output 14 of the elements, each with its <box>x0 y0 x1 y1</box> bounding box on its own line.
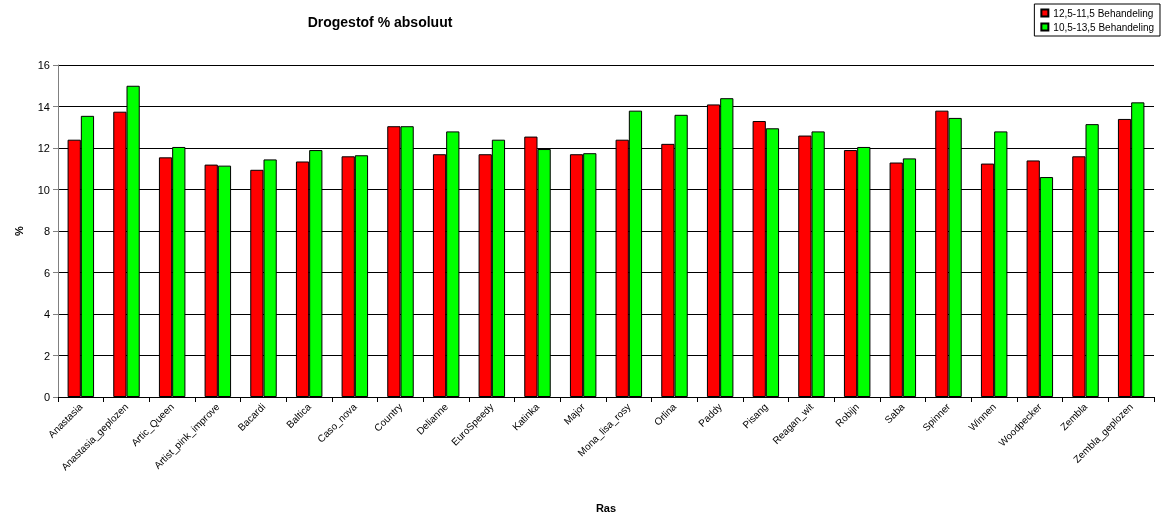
chart-title: Drogestof % absoluut <box>307 14 453 30</box>
y-tick-label: 0 <box>43 391 50 403</box>
y-tick-label: 2 <box>43 349 50 362</box>
y-tick-label: 10 <box>37 183 50 196</box>
y-tick-label: 6 <box>43 266 50 279</box>
y-tick-label: 12 <box>37 142 50 154</box>
legend-label: 10,5-13,5 Behandeling <box>1053 21 1154 33</box>
x-axis-title: Ras <box>595 501 617 514</box>
y-axis-title: % <box>12 225 25 236</box>
y-tick-label: 4 <box>43 308 50 320</box>
legend-label: 12,5-11,5 Behandeling <box>1053 7 1154 19</box>
y-tick-label: 14 <box>37 100 50 113</box>
y-tick-label: 16 <box>37 59 50 71</box>
y-tick-label: 8 <box>43 225 50 237</box>
